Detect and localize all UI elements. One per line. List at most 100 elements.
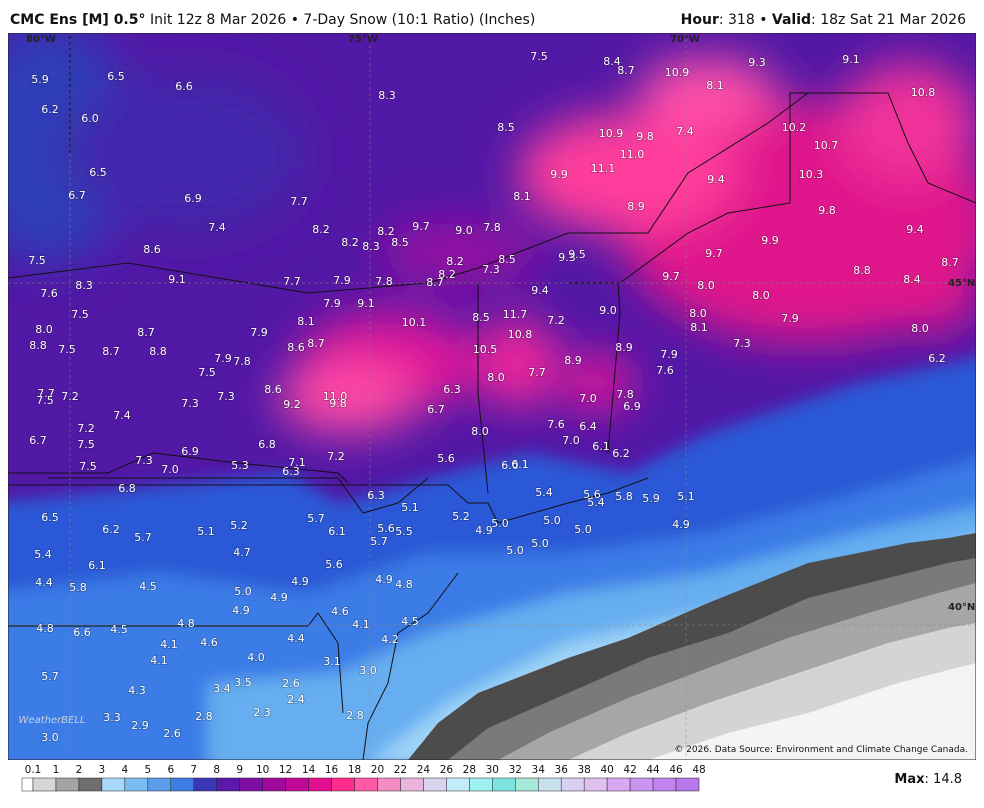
point-label: 4.9 xyxy=(475,524,493,537)
point-label: 8.8 xyxy=(149,345,167,358)
point-label: 7.9 xyxy=(781,312,799,325)
point-label: 10.8 xyxy=(508,328,533,341)
point-label: 7.2 xyxy=(77,422,95,435)
point-label: 4.8 xyxy=(177,617,195,630)
colorbar-start xyxy=(21,777,34,792)
hour-value: : 318 • xyxy=(718,12,772,28)
point-label: 8.0 xyxy=(471,425,489,438)
point-label: 5.3 xyxy=(231,459,249,472)
credit: © 2026. Data Source: Environment and Cli… xyxy=(674,745,968,755)
colorbar-box xyxy=(193,777,217,792)
colorbar-tick-label: 9 xyxy=(236,764,243,776)
lat-label: 45°N xyxy=(948,278,975,289)
point-label: 2.3 xyxy=(253,706,271,719)
colorbar: 0.1 1 2 3 4 5 6 7 8 9 10 12 14 16 18 20 22 24 26 28 30 32 34 36… xyxy=(21,764,706,792)
point-label: 8.9 xyxy=(627,200,645,213)
point-label: 7.5 xyxy=(36,394,54,407)
point-label: 4.9 xyxy=(232,604,250,617)
point-label: 8.0 xyxy=(697,279,715,292)
point-label: 10.9 xyxy=(599,127,624,140)
point-label: 7.9 xyxy=(323,297,341,310)
point-label: 7.4 xyxy=(113,409,131,422)
point-label: 7.0 xyxy=(562,434,580,447)
point-label: 7.6 xyxy=(547,418,565,431)
header-left: CMC Ens [M] 0.5° Init 12z 8 Mar 2026 • 7… xyxy=(10,12,535,28)
point-label: 4.6 xyxy=(200,636,218,649)
point-label: 6.6 xyxy=(175,80,193,93)
colorbar-box xyxy=(285,777,309,792)
point-label: 7.6 xyxy=(656,364,674,377)
point-label: 6.1 xyxy=(592,440,610,453)
valid-label: Valid xyxy=(771,12,812,28)
point-label: 3.0 xyxy=(41,731,59,744)
point-label: 4.4 xyxy=(287,632,305,645)
point-label: 4.6 xyxy=(331,605,349,618)
point-label: 5.0 xyxy=(543,514,561,527)
point-label: 8.7 xyxy=(941,256,959,269)
point-label: 8.1 xyxy=(297,315,315,328)
point-label: 2.4 xyxy=(287,693,305,706)
point-label: 4.9 xyxy=(291,575,309,588)
point-label: 2.9 xyxy=(131,719,149,732)
point-label: 2.6 xyxy=(163,727,181,740)
point-label: 7.7 xyxy=(528,366,546,379)
point-label: 5.4 xyxy=(34,548,52,561)
point-label: 8.0 xyxy=(911,322,929,335)
point-label: 6.0 xyxy=(81,112,99,125)
colorbar-tick-label: 22 xyxy=(394,764,407,776)
point-label: 6.2 xyxy=(41,103,59,116)
point-label: 6.5 xyxy=(107,70,125,83)
point-label: 7.8 xyxy=(616,388,634,401)
point-label: 7.9 xyxy=(214,352,232,365)
point-label: 8.4 xyxy=(903,273,921,286)
point-label: 7.7 xyxy=(290,195,308,208)
colorbar-tick-label: 6 xyxy=(167,764,174,776)
point-label: 6.7 xyxy=(427,403,445,416)
colorbar-box xyxy=(652,777,677,792)
colorbar-box xyxy=(606,777,631,792)
point-label: 7.9 xyxy=(333,274,351,287)
colorbar-tick-label: 10 xyxy=(256,764,269,776)
point-label: 8.0 xyxy=(752,289,770,302)
point-label: 7.3 xyxy=(733,337,751,350)
point-label: 5.6 xyxy=(325,558,343,571)
point-label: 9.4 xyxy=(531,284,549,297)
colorbar-tick-label: 4 xyxy=(122,764,129,776)
point-label: 9.0 xyxy=(455,224,473,237)
logo: WeatherBELL xyxy=(18,715,85,726)
point-label: 8.8 xyxy=(29,339,47,352)
point-label: 8.0 xyxy=(689,307,707,320)
point-label: 9.9 xyxy=(550,168,568,181)
colorbar-tick-label: 34 xyxy=(532,764,546,776)
point-label: 10.7 xyxy=(814,139,839,152)
colorbar-tick-label: 38 xyxy=(577,764,590,776)
point-label: 7.7 xyxy=(37,387,55,400)
point-label: 8.3 xyxy=(362,240,380,253)
point-label: 6.7 xyxy=(68,189,86,202)
point-label: 7.2 xyxy=(61,390,79,403)
point-label: 8.7 xyxy=(137,326,155,339)
point-label: 4.3 xyxy=(128,684,146,697)
point-label: 5.7 xyxy=(41,670,59,683)
lon-label: 80°W xyxy=(26,34,56,45)
point-label: 7.2 xyxy=(547,314,565,327)
point-label: 3.0 xyxy=(359,664,377,677)
point-label: 6.1 xyxy=(511,458,529,471)
colorbar-tick-label: 3 xyxy=(99,764,106,776)
description: Init 12z 8 Mar 2026 • 7-Day Snow (10:1 R… xyxy=(149,12,536,28)
point-label: 4.8 xyxy=(395,578,413,591)
point-label: 6.5 xyxy=(89,166,107,179)
point-label: 5.9 xyxy=(642,492,660,505)
ocean-bands xyxy=(408,533,976,760)
point-label: 4.1 xyxy=(150,654,168,667)
lon-label: 75°W xyxy=(348,34,378,45)
colorbar-tick-label: 16 xyxy=(325,764,339,776)
point-label: 8.7 xyxy=(617,64,635,77)
point-label: 8.0 xyxy=(487,371,505,384)
point-label: 9.8 xyxy=(329,397,347,410)
point-label: 6.9 xyxy=(184,192,202,205)
colorbar-box xyxy=(124,777,149,792)
point-label: 9.1 xyxy=(168,273,186,286)
point-label: 2.8 xyxy=(195,710,213,723)
point-label: 4.0 xyxy=(247,651,265,664)
